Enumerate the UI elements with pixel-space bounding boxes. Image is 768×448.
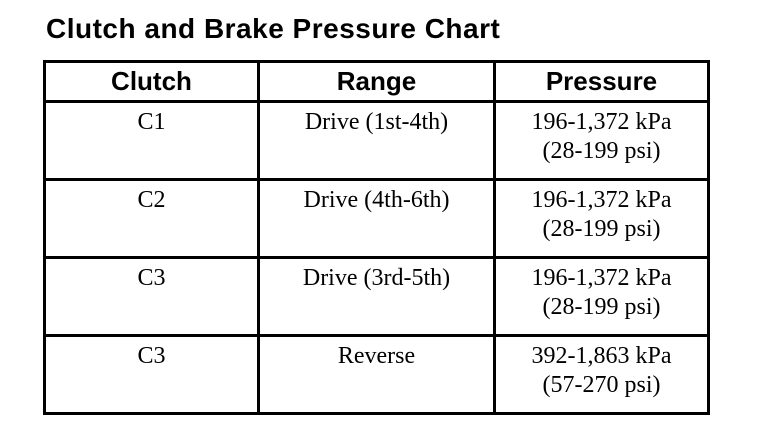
page-title: Clutch and Brake Pressure Chart [46,13,501,44]
pressure-psi: (28-199 psi) [542,216,661,242]
column-header-clutch: Clutch [43,60,260,103]
pressure-cell: 392-1,863 kPa (57-270 psi) [493,334,710,415]
table-header-row: Clutch Range Pressure [43,60,710,103]
pressure-kpa: 196-1,372 kPa [531,265,672,291]
pressure-psi: (28-199 psi) [542,294,661,320]
pressure-cell: 196-1,372 kPa (28-199 psi) [493,256,710,337]
table-row: C3 Drive (3rd-5th) 196-1,372 kPa (28-199… [43,256,710,337]
table-row: C1 Drive (1st-4th) 196-1,372 kPa (28-199… [43,100,710,181]
pressure-cell: 196-1,372 kPa (28-199 psi) [493,100,710,181]
column-header-range: Range [257,60,496,103]
pressure-kpa: 196-1,372 kPa [531,109,672,135]
clutch-cell: C1 [43,100,260,181]
range-cell: Drive (4th-6th) [257,178,496,259]
range-cell: Reverse [257,334,496,415]
clutch-brake-pressure-table: Clutch Range Pressure C1 Drive (1st-4th)… [43,60,710,415]
column-header-pressure: Pressure [493,60,710,103]
pressure-psi: (28-199 psi) [542,138,661,164]
pressure-kpa: 196-1,372 kPa [531,187,672,213]
range-cell: Drive (1st-4th) [257,100,496,181]
table-row: C2 Drive (4th-6th) 196-1,372 kPa (28-199… [43,178,710,259]
clutch-cell: C3 [43,334,260,415]
pressure-cell: 196-1,372 kPa (28-199 psi) [493,178,710,259]
clutch-cell: C2 [43,178,260,259]
pressure-psi: (57-270 psi) [542,372,661,398]
clutch-cell: C3 [43,256,260,337]
table-row: C3 Reverse 392-1,863 kPa (57-270 psi) [43,334,710,415]
pressure-kpa: 392-1,863 kPa [531,343,672,369]
range-cell: Drive (3rd-5th) [257,256,496,337]
